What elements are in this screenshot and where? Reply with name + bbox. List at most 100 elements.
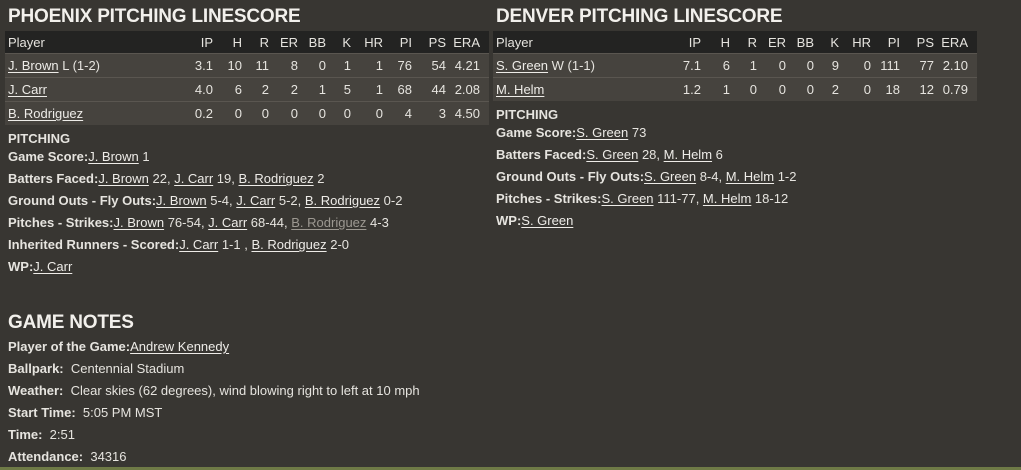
player-link[interactable]: J. Brown [113, 215, 165, 230]
player-link[interactable]: J. Brown [156, 193, 207, 208]
column-header-er[interactable]: ER [269, 31, 298, 54]
stat-era: 2.10 [934, 53, 977, 78]
player-link[interactable]: B. Rodriguez [238, 171, 314, 186]
stat-h: 0 [213, 101, 242, 125]
pitching-stat-line: WP:S. Green [493, 210, 973, 232]
stat-ps: 3 [412, 101, 446, 125]
pitching-section-title: PITCHING [496, 107, 559, 122]
column-header-hr[interactable]: HR [839, 31, 871, 54]
player-link[interactable]: B. Rodriguez [251, 237, 327, 252]
stat-label: Pitches - Strikes: [8, 215, 114, 230]
player-link[interactable]: J. Carr [8, 82, 47, 97]
stat-era: 2.08 [446, 77, 489, 102]
denver-pitching-panel: DENVER PITCHING LINESCORE Player IP H R ER BB K… [493, 0, 977, 232]
stat-label: Pitches - Strikes: [496, 191, 602, 206]
player-link[interactable]: B. Rodriguez [291, 215, 367, 230]
linescore-table: Player IP H R ER BB K HR PI PS ERA J. Brown L (1-2)… [5, 31, 489, 125]
stat-ip: 4.0 [185, 77, 213, 102]
column-header-ip[interactable]: IP [673, 31, 701, 54]
player-link[interactable]: S. Green [601, 191, 654, 206]
player-link[interactable]: J. Brown [88, 149, 139, 164]
column-header-era[interactable]: ERA [934, 31, 977, 54]
column-header-bb[interactable]: BB [786, 31, 814, 54]
pitching-stat-line: WP:J. Carr [5, 256, 485, 278]
column-header-pi[interactable]: PI [871, 31, 900, 54]
note-label: Weather: [8, 383, 64, 398]
player-link[interactable]: S. Green [576, 125, 629, 140]
table-row: J. Brown L (1-2) 3.1 10 11 8 0 1 1 76 54 4.21 [5, 53, 489, 78]
player-link[interactable]: M. Helm [702, 191, 752, 206]
game-notes-title: GAME NOTES [8, 312, 134, 333]
column-header-player[interactable]: Player [493, 31, 673, 54]
column-header-hr[interactable]: HR [351, 31, 383, 54]
column-header-h[interactable]: H [213, 31, 242, 54]
player-link[interactable]: B. Rodriguez [8, 106, 84, 121]
column-header-k[interactable]: K [814, 31, 839, 54]
stat-value: 2-0 [326, 237, 350, 252]
player-link[interactable]: M. Helm [725, 169, 775, 184]
stat-h: 10 [213, 53, 242, 78]
stat-ps: 44 [412, 77, 446, 102]
stat-pi: 111 [871, 53, 900, 78]
column-header-ip[interactable]: IP [185, 31, 213, 54]
pitching-stat-line: Ground Outs - Fly Outs:J. Brown 5-4, J. … [5, 190, 485, 212]
stat-bb: 0 [298, 101, 326, 125]
player-cell: J. Brown L (1-2) [5, 53, 185, 78]
player-of-game-link[interactable]: Andrew Kennedy [130, 339, 230, 354]
stat-ip: 0.2 [185, 101, 213, 125]
player-link[interactable]: S. Green [644, 169, 697, 184]
pitching-stat-line: Batters Faced:S. Green 28, M. Helm 6 [493, 144, 973, 166]
pitching-stat-line: Ground Outs - Fly Outs:S. Green 8-4, M. … [493, 166, 973, 188]
player-link[interactable]: J. Carr [179, 237, 219, 252]
pitching-stat-line: Inherited Runners - Scored:J. Carr 1-1 ,… [5, 234, 485, 256]
column-header-r[interactable]: R [242, 31, 269, 54]
player-link[interactable]: J. Carr [208, 215, 248, 230]
column-header-r[interactable]: R [730, 31, 757, 54]
player-link[interactable]: S. Green [496, 58, 549, 73]
table-row: J. Carr 4.0 6 2 2 1 5 1 68 44 2.08 [5, 77, 489, 102]
stat-value: 111-77, [653, 191, 703, 206]
game-note-item: Player of the Game:Andrew Kennedy [5, 336, 420, 358]
column-header-h[interactable]: H [701, 31, 730, 54]
note-value: Centennial Stadium [63, 361, 185, 376]
table-row: B. Rodriguez 0.2 0 0 0 0 0 0 4 3 4.50 [5, 101, 489, 125]
player-link[interactable]: B. Rodriguez [304, 193, 381, 208]
stat-value: 68-44, [247, 215, 292, 230]
player-link[interactable]: J. Brown [98, 171, 149, 186]
column-header-player[interactable]: Player [5, 31, 185, 54]
table-header-row: Player IP H R ER BB K HR PI PS ERA [5, 31, 489, 54]
game-note-item: Time: 2:51 [5, 424, 420, 446]
pitching-stat-line: Game Score:J. Brown 1 [5, 146, 485, 168]
table-row: S. Green W (1-1) 7.1 6 1 0 0 9 0 111 77 2.10 [493, 53, 977, 78]
column-header-pi[interactable]: PI [383, 31, 412, 54]
pitching-stat-line: Pitches - Strikes:S. Green 111-77, M. He… [493, 188, 973, 210]
stat-h: 6 [701, 53, 730, 78]
player-link[interactable]: J. Carr [174, 171, 214, 186]
player-link[interactable]: S. Green [586, 147, 639, 162]
stat-hr: 0 [839, 53, 871, 78]
stat-label: Batters Faced: [8, 171, 99, 186]
column-header-bb[interactable]: BB [298, 31, 326, 54]
column-header-er[interactable]: ER [757, 31, 786, 54]
column-header-era[interactable]: ERA [446, 31, 489, 54]
player-link[interactable]: S. Green [521, 213, 574, 228]
note-label: Player of the Game: [8, 339, 131, 354]
decision-note: W (1-1) [551, 58, 595, 73]
player-link[interactable]: J. Brown [8, 58, 59, 73]
player-link[interactable]: M. Helm [496, 82, 545, 97]
column-header-ps[interactable]: PS [412, 31, 446, 54]
player-link[interactable]: M. Helm [663, 147, 713, 162]
note-value: 34316 [83, 449, 127, 464]
stat-k: 0 [326, 101, 351, 125]
decision-note: L (1-2) [62, 58, 101, 73]
column-header-k[interactable]: K [326, 31, 351, 54]
stat-r: 2 [242, 77, 269, 102]
stat-value: 18-12 [751, 191, 789, 206]
stat-hr: 0 [351, 101, 383, 125]
player-link[interactable]: J. Carr [236, 193, 276, 208]
stat-value: 2 [313, 171, 325, 186]
stat-hr: 1 [351, 53, 383, 78]
stat-ps: 12 [900, 77, 934, 101]
column-header-ps[interactable]: PS [900, 31, 934, 54]
player-link[interactable]: J. Carr [33, 259, 73, 274]
